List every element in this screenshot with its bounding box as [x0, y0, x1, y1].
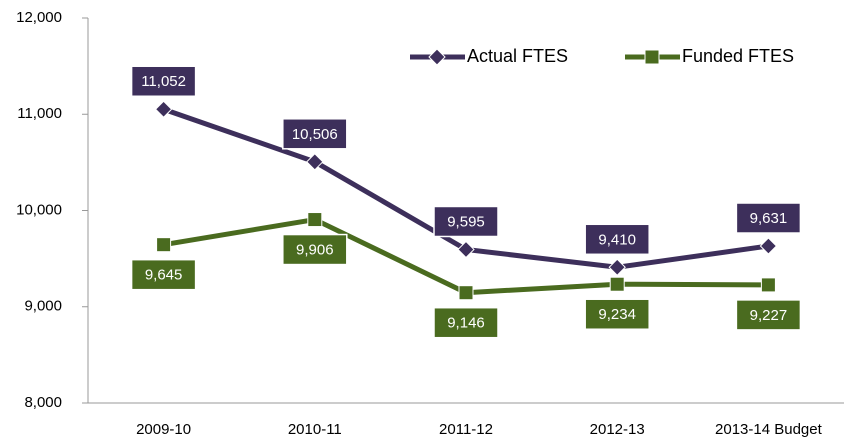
- x-tick-label: 2012-13: [590, 421, 645, 438]
- y-tick-label: 8,000: [24, 394, 62, 411]
- data-label-text: 9,645: [145, 267, 183, 284]
- marker: [306, 153, 324, 171]
- data-label-box: [282, 118, 348, 150]
- y-tick-label: 11,000: [17, 105, 62, 122]
- data-label-text: 11,052: [141, 73, 186, 90]
- data-label-box: [282, 233, 348, 266]
- data-label-box: [130, 258, 197, 291]
- marker: [156, 237, 172, 253]
- data-label-text: 9,227: [750, 307, 788, 324]
- marker: [608, 258, 626, 276]
- data-label-text: 9,906: [296, 242, 334, 259]
- marker: [609, 276, 625, 292]
- data-label: 9,146: [433, 306, 499, 339]
- x-tick-label: 2011-12: [439, 421, 493, 438]
- data-label: 9,227: [735, 299, 802, 331]
- marker: [458, 285, 474, 301]
- legend-label: Actual FTES: [467, 46, 568, 66]
- marker: [644, 49, 660, 65]
- data-label-text: 9,146: [447, 315, 485, 332]
- data-label-box: [433, 205, 499, 238]
- data-label: 9,645: [130, 258, 197, 291]
- x-tick-label: 2010-11: [288, 421, 342, 438]
- data-label: 9,631: [735, 202, 802, 234]
- marker: [154, 100, 173, 118]
- data-label: 9,410: [584, 223, 650, 256]
- data-label: 11,052: [130, 65, 197, 97]
- data-label: 9,595: [433, 205, 499, 238]
- data-label-box: [735, 299, 802, 331]
- marker: [759, 237, 778, 255]
- y-tick-label: 10,000: [16, 201, 62, 218]
- marker: [428, 48, 446, 66]
- data-label-box: [130, 65, 197, 97]
- data-label: 9,906: [282, 233, 348, 266]
- x-tick-label: 2013-14 Budget: [715, 421, 823, 438]
- data-label-text: 9,234: [598, 306, 636, 323]
- data-label-box: [735, 202, 802, 234]
- y-tick-label: 9,000: [24, 298, 62, 315]
- data-label-text: 9,410: [598, 231, 636, 248]
- data-label: 9,234: [584, 298, 650, 330]
- legend-label: Funded FTES: [682, 46, 794, 66]
- data-label-box: [584, 223, 650, 256]
- data-label: 10,506: [282, 118, 348, 150]
- data-label-box: [433, 306, 499, 339]
- marker: [307, 212, 323, 228]
- data-label-text: 9,595: [447, 213, 485, 230]
- data-label-box: [584, 298, 650, 330]
- y-tick-label: 12,000: [16, 9, 62, 26]
- marker: [760, 277, 776, 293]
- marker: [457, 240, 475, 259]
- x-tick-label: 2009-10: [136, 421, 191, 438]
- data-label-text: 10,506: [292, 126, 338, 143]
- data-label-text: 9,631: [750, 210, 788, 227]
